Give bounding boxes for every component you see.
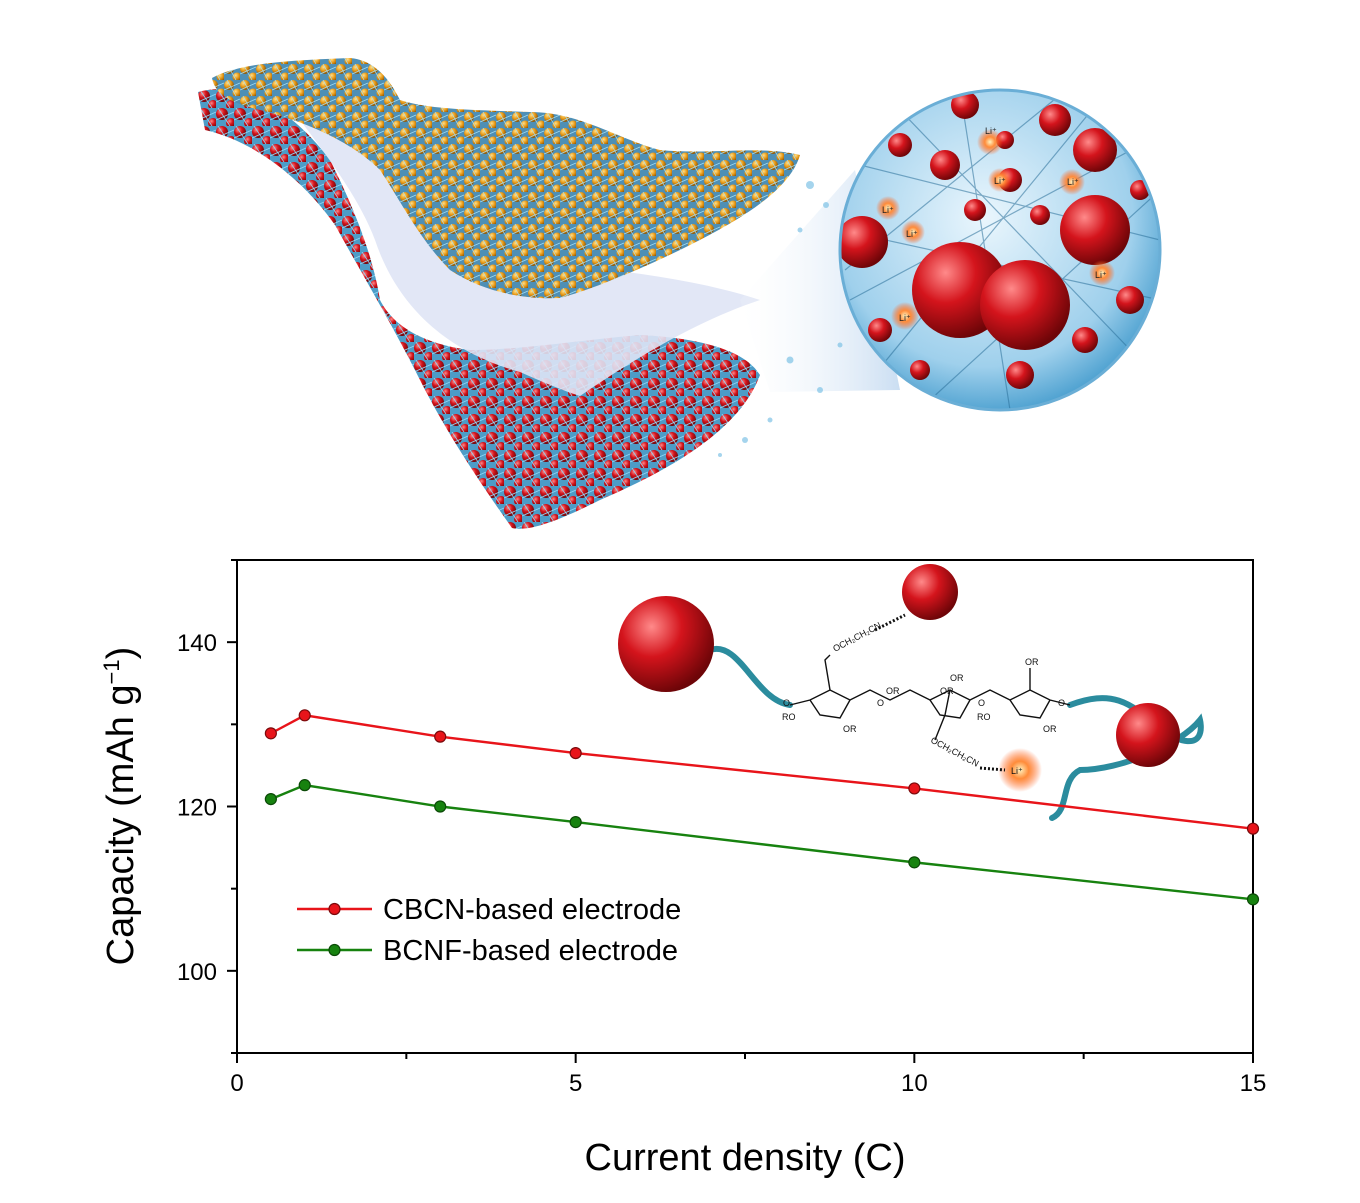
legend-marker — [328, 902, 341, 916]
chem-group-label: OR — [1043, 724, 1057, 734]
chem-group-label: OR — [1025, 657, 1039, 667]
lithium-ion-glow — [998, 748, 1042, 792]
chem-group-label: OR — [950, 673, 964, 683]
legend-marker — [328, 943, 341, 957]
y-axis-title: Capacity (mAh g−1) — [99, 647, 142, 966]
legend: CBCN-based electrode BCNF-based electrode — [297, 894, 681, 967]
chem-group-label: OR — [886, 686, 900, 696]
magnified-content: Li⁺ Li⁺ Li⁺ Li⁺ Li⁺ Li⁺ Li⁺ — [840, 90, 1160, 410]
anode-layer — [212, 58, 800, 299]
chem-group-label: OR — [940, 686, 954, 696]
lithium-ion-label: Li⁺ — [1011, 766, 1023, 776]
chem-group-label: OCH₂CH₂CN — [929, 735, 980, 769]
data-point — [1246, 822, 1260, 835]
molecule-inset: OCH₂CH₂CN OCH₂CH₂CN OR OR OR OR OR OR RO… — [618, 564, 1204, 821]
chem-group-label: OCH₂CH₂CN — [831, 620, 882, 654]
active-particle — [618, 596, 714, 692]
data-point — [264, 727, 277, 740]
water-splash — [718, 181, 843, 457]
lithium-ion-label: Li⁺ — [882, 205, 894, 215]
y-tick-label: 120 — [177, 795, 217, 822]
data-point — [908, 856, 921, 869]
magnified-view-rim — [838, 88, 1162, 412]
data-point — [908, 782, 921, 795]
lithium-ion-label: Li⁺ — [899, 313, 911, 323]
y-axis-title-close: ) — [100, 647, 142, 660]
y-axis-title-main: Capacity (mAh g — [100, 684, 142, 965]
series-line — [270, 714, 1254, 830]
data-point — [264, 793, 277, 806]
chem-group-label: RO — [782, 712, 796, 722]
x-tick-label: 5 — [569, 1070, 582, 1097]
series-line — [270, 783, 1254, 901]
legend-label: CBCN-based electrode — [383, 894, 681, 926]
chem-group-label: O — [783, 698, 790, 708]
cellulose-backbone — [789, 654, 1071, 741]
lithium-ion-label: Li⁺ — [1067, 177, 1079, 187]
y-tick-label: 140 — [177, 630, 217, 657]
tick-labels: 0 5 10 15 100 120 140 — [177, 630, 1266, 1097]
chart: 0 5 10 15 100 120 140 Current density (C) Capa… — [99, 559, 1266, 1179]
cathode-layer — [198, 89, 760, 529]
x-axis-title: Current density (C) — [585, 1137, 906, 1179]
y-tick-label: 100 — [177, 959, 217, 986]
data-point — [1246, 893, 1260, 906]
x-tick-label: 0 — [230, 1070, 243, 1097]
chem-group-label: O — [1058, 698, 1065, 708]
polymer-chain — [707, 645, 793, 708]
lithium-ion-label: Li⁺ — [1095, 270, 1107, 280]
axis-ticks — [227, 559, 1254, 1063]
data-point — [569, 746, 582, 760]
active-particle — [902, 564, 958, 620]
chem-group-label: O — [978, 698, 985, 708]
data-series — [264, 709, 1260, 906]
chem-group-label: RO — [977, 712, 991, 722]
data-point — [298, 779, 311, 792]
data-point — [434, 730, 447, 743]
coordination-bond — [874, 613, 1006, 772]
data-point — [298, 709, 311, 722]
lithium-ion-label: Li⁺ — [994, 176, 1006, 186]
data-point — [569, 816, 582, 829]
lithium-ion-label: Li⁺ — [985, 126, 997, 136]
active-particle — [1116, 703, 1180, 767]
y-axis-title-exponent: −1 — [99, 659, 124, 684]
x-tick-label: 15 — [1240, 1070, 1267, 1097]
membrane-illustration: Li⁺ Li⁺ Li⁺ Li⁺ Li⁺ Li⁺ Li⁺ — [198, 58, 1162, 529]
x-tick-label: 10 — [901, 1070, 928, 1097]
data-point — [434, 800, 447, 813]
chem-group-label: OR — [843, 724, 857, 734]
legend-label: BCNF-based electrode — [383, 935, 678, 967]
lithium-ion-label: Li⁺ — [906, 229, 918, 239]
plot-frame — [236, 559, 1254, 1054]
polymer-chain — [1049, 695, 1204, 821]
chem-group-label: O — [877, 698, 884, 708]
